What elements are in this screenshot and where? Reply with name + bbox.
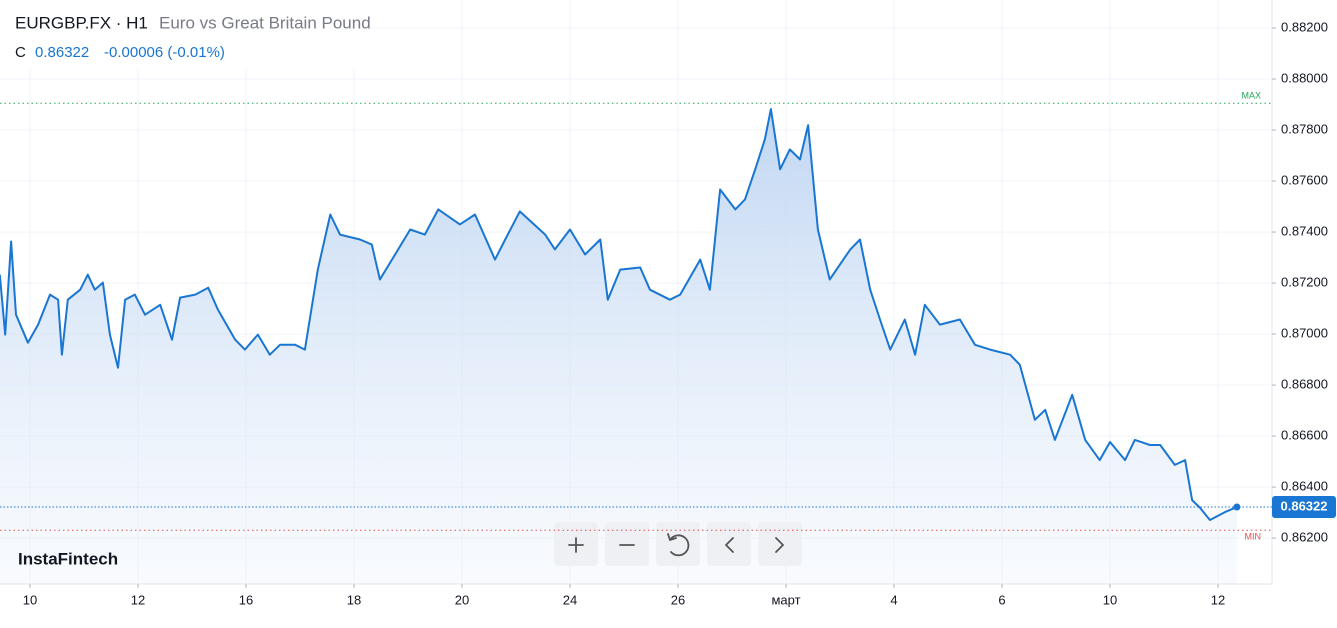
x-tick-label: 10 <box>1103 592 1117 607</box>
x-tick-label: 26 <box>671 592 685 607</box>
brand-logo: InstaFintech <box>18 549 118 568</box>
y-tick-label: 0.87800 <box>1281 121 1328 136</box>
x-tick-label: март <box>771 592 800 607</box>
y-tick-label: 0.88200 <box>1281 19 1328 34</box>
scroll-left-button[interactable] <box>707 522 751 566</box>
last-price: 0.86322 <box>35 44 89 61</box>
price-change: -0.00006 (-0.01%) <box>104 44 225 61</box>
x-tick-label: 20 <box>455 592 469 607</box>
y-tick-label: 0.86400 <box>1281 479 1328 494</box>
x-tick-label: 18 <box>347 592 361 607</box>
toolbar <box>554 522 802 566</box>
x-tick-label: 16 <box>239 592 253 607</box>
y-tick-label: 0.87200 <box>1281 275 1328 290</box>
price-area <box>0 109 1237 584</box>
x-tick-label: 4 <box>890 592 897 607</box>
max-label: MAX <box>1241 91 1261 101</box>
y-tick-label: 0.86200 <box>1281 530 1328 545</box>
price-prefix: C <box>15 44 26 61</box>
min-label: MIN <box>1245 532 1262 542</box>
symbol: EURGBP.FX · H1 <box>15 13 148 32</box>
y-tick-label: 0.86800 <box>1281 377 1328 392</box>
y-tick-label: 0.88000 <box>1281 70 1328 85</box>
price-line <box>0 108 1238 521</box>
description: Euro vs Great Britain Pound <box>159 13 371 32</box>
y-tick-label: 0.86600 <box>1281 428 1328 443</box>
plot <box>0 108 1241 584</box>
reset-button[interactable] <box>656 522 700 566</box>
last-price-badge-label: 0.86322 <box>1281 498 1328 513</box>
x-tick-label: 12 <box>131 592 145 607</box>
zoom-out-button[interactable] <box>605 522 649 566</box>
legend-bg <box>0 0 370 70</box>
last-price-badge <box>1272 495 1336 518</box>
x-tick-label: 6 <box>998 592 1005 607</box>
y-tick-label: 0.87000 <box>1281 326 1328 341</box>
x-tick-label: 12 <box>1211 592 1225 607</box>
y-tick-label: 0.87600 <box>1281 173 1328 188</box>
scroll-right-button[interactable] <box>758 522 802 566</box>
x-tick-label: 24 <box>563 592 577 607</box>
x-tick-label: 10 <box>23 592 37 607</box>
zoom-in-button[interactable] <box>554 522 598 566</box>
y-tick-label: 0.87400 <box>1281 224 1328 239</box>
